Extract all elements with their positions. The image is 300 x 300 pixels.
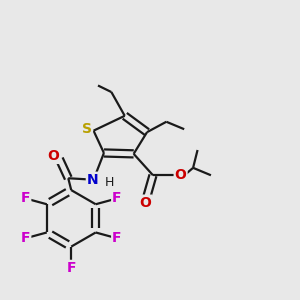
Text: O: O (175, 168, 187, 182)
Text: O: O (140, 196, 152, 210)
Text: S: S (82, 122, 92, 136)
Text: F: F (21, 231, 30, 245)
Text: N: N (87, 173, 98, 187)
Text: F: F (67, 261, 76, 275)
Text: O: O (47, 149, 59, 163)
Text: F: F (112, 231, 122, 245)
Text: F: F (21, 191, 30, 206)
Text: F: F (112, 191, 122, 206)
Text: H: H (105, 176, 115, 189)
